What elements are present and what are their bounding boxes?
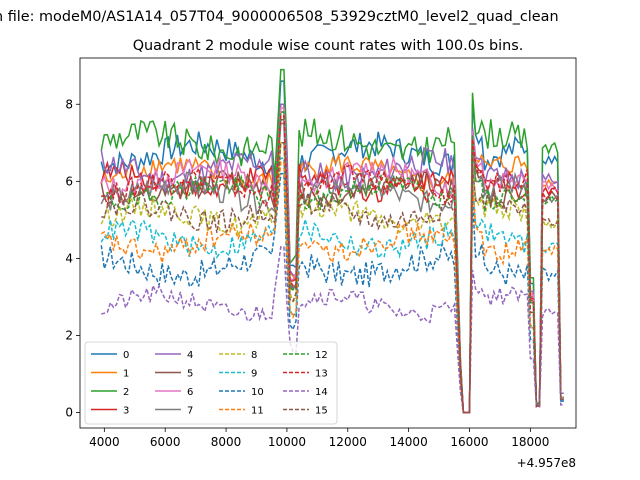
series-line-13 [101, 115, 564, 414]
series-line-15 [101, 142, 564, 414]
legend-label-14: 14 [315, 387, 328, 398]
chart-title: Quadrant 2 module wise count rates with … [133, 38, 524, 54]
legend-box [84, 341, 338, 425]
legend-label-7: 7 [187, 406, 193, 417]
legend-label-9: 9 [251, 369, 257, 380]
y-tick-label-4: 8 [65, 97, 73, 111]
legend-label-5: 5 [187, 369, 193, 380]
chart-suptitle: n file: modeM0/AS1A14_057T04_9000006508_… [0, 9, 559, 25]
series-line-10 [100, 172, 564, 414]
legend-label-0: 0 [123, 350, 129, 361]
series-line-2 [100, 68, 564, 414]
legend-label-12: 12 [315, 350, 328, 361]
series-line-11 [100, 161, 564, 414]
series-line-8 [100, 142, 564, 414]
series-line-1 [100, 103, 564, 414]
x-tick-label-2: 8000 [211, 435, 242, 449]
y-tick-label-0: 0 [65, 406, 73, 420]
legend-label-15: 15 [315, 406, 328, 417]
x-tick-label-1: 6000 [150, 435, 181, 449]
legend-label-1: 1 [123, 369, 129, 380]
y-tick-label-3: 6 [65, 174, 73, 188]
x-tick-label-4: 12000 [329, 435, 367, 449]
y-axis: 0 2 4 6 8 [65, 97, 80, 420]
x-tick-label-5: 14000 [390, 435, 428, 449]
legend-label-10: 10 [251, 387, 264, 398]
legend-label-6: 6 [187, 387, 193, 398]
x-tick-label-6: 16000 [450, 435, 488, 449]
plot-frame [79, 57, 577, 429]
legend-label-3: 3 [123, 406, 129, 417]
legend-label-2: 2 [123, 387, 129, 398]
x-tick-label-3: 10000 [268, 435, 306, 449]
legend-label-4: 4 [187, 350, 193, 361]
series-line-0 [100, 80, 564, 414]
x-axis-offset-label: +4.957e8 [517, 456, 576, 470]
legend-label-11: 11 [251, 406, 264, 417]
series-layer [100, 68, 564, 414]
series-line-4 [100, 103, 564, 414]
series-line-9 [100, 157, 564, 414]
x-tick-label-0: 4000 [89, 435, 120, 449]
y-tick-label-2: 4 [65, 251, 73, 265]
y-tick-label-1: 2 [65, 329, 73, 343]
legend-label-8: 8 [251, 350, 257, 361]
x-axis: 4000 6000 8000 10000 12000 14000 16000 18000 [89, 428, 549, 449]
legend-label-13: 13 [315, 369, 328, 380]
x-tick-label-7: 18000 [511, 435, 549, 449]
series-line-14 [101, 246, 564, 414]
